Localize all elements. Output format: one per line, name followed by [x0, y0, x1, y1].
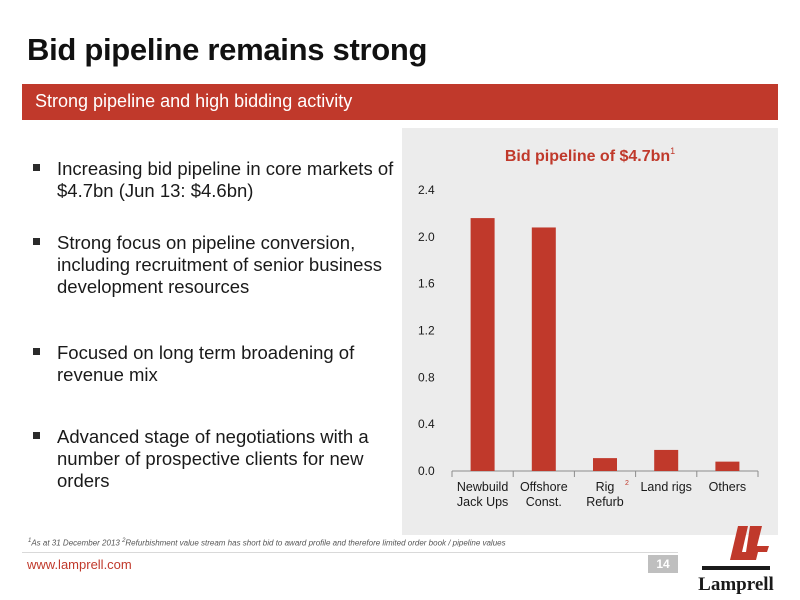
bar: [654, 449, 679, 471]
bar: [593, 458, 617, 471]
y-tick-label: 0.4: [418, 417, 435, 431]
bullet-text: Advanced stage of negotiations with a nu…: [57, 426, 369, 491]
bar: [715, 461, 740, 471]
subtitle-banner: Strong pipeline and high bidding activit…: [22, 84, 778, 120]
y-tick-label: 2.0: [418, 230, 435, 244]
square-bullet-icon: [33, 164, 40, 171]
y-tick-label: 1.6: [418, 277, 435, 291]
footnote-marker-2: 2: [122, 538, 126, 544]
square-bullet-icon: [33, 238, 40, 245]
footnote: 1As at 31 December 2013 2Refurbishment v…: [28, 538, 506, 548]
bullet-text: Strong focus on pipeline conversion, inc…: [57, 232, 382, 297]
y-tick-label: 0.8: [418, 370, 435, 384]
bullet-text: Increasing bid pipeline in core markets …: [57, 158, 394, 201]
square-bullet-icon: [33, 432, 40, 439]
x-tick-label: Newbuild: [457, 480, 508, 494]
slide-title: Bid pipeline remains strong: [27, 32, 428, 67]
footnote-marker-1: 1: [28, 538, 32, 544]
bullet-text: Focused on long term broadening of reven…: [57, 342, 355, 385]
bar: [470, 218, 495, 471]
subtitle-text: Strong pipeline and high bidding activit…: [35, 91, 353, 111]
footnote-text-1: As at 31 December 2013: [31, 538, 123, 548]
x-tick-label: Const.: [526, 495, 562, 509]
bar-chart: Bid pipeline of $4.7bn1 0.0 0.4 0.8 1.2 1.6 2.…: [418, 146, 759, 509]
x-tick-footnote-marker: 2: [625, 480, 629, 487]
bar: [531, 227, 556, 471]
logo-mark-icon: [702, 526, 770, 570]
x-tick-label: Rig: [596, 480, 615, 494]
x-tick-label: Land rigs: [640, 480, 691, 494]
y-tick-label: 2.4: [418, 183, 435, 197]
y-tick-label: 0.0: [418, 464, 435, 478]
x-tick-label: Refurb: [586, 495, 624, 509]
footnote-text-2: Refurbishment value stream has short bid…: [125, 538, 506, 548]
x-tick-label: Offshore: [520, 480, 568, 494]
x-tick-label: Jack Ups: [457, 495, 508, 509]
chart-title: Bid pipeline of $4.7bn1: [505, 146, 675, 165]
page-number: 14: [648, 555, 678, 573]
y-tick-label: 1.2: [418, 324, 435, 338]
company-logo: Lamprell: [686, 522, 786, 596]
website-link[interactable]: www.lamprell.com: [27, 557, 132, 572]
x-tick-label: Others: [709, 480, 747, 494]
footer-divider: [22, 552, 678, 553]
chart-panel: Bid pipeline of $4.7bn1 0.0 0.4 0.8 1.2 1.6 2.…: [402, 128, 778, 535]
square-bullet-icon: [33, 348, 40, 355]
logo-wordmark: Lamprell: [698, 574, 774, 595]
